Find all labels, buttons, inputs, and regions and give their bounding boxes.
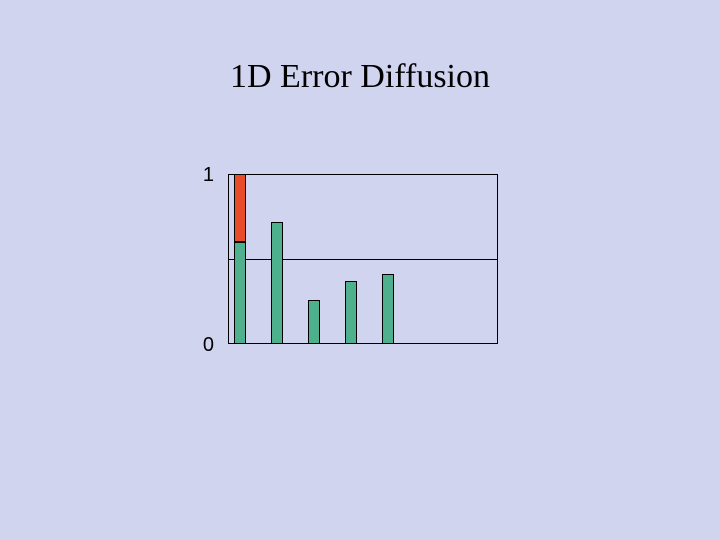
bar-green [308,300,320,344]
bar-green [382,274,394,344]
bar-green [234,242,246,344]
bar-red [234,174,246,242]
bar-green [345,281,357,344]
bar-green [271,222,283,344]
error-diffusion-chart: 01 [228,174,498,344]
y-tick-label: 0 [184,334,214,357]
slide: 1D Error Diffusion 01 [0,0,720,540]
threshold-line [228,259,498,260]
y-tick-label: 1 [184,164,214,187]
slide-title: 1D Error Diffusion [0,58,720,96]
